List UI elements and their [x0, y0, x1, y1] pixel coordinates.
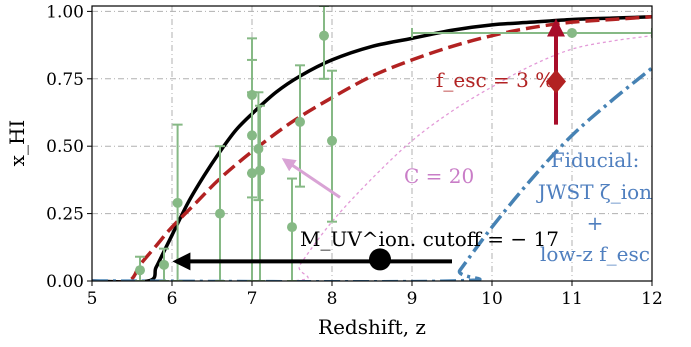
x-tick-label: 10 — [481, 289, 503, 309]
muv-label: M_UV^ion. cutoff = − 17 — [300, 227, 559, 251]
observation-point — [319, 6, 329, 80]
data-point — [287, 222, 297, 233]
fiducial-line1: Fiducial: — [551, 148, 640, 172]
data-point — [319, 30, 329, 41]
x-tick-label: 5 — [87, 289, 98, 309]
clumping-label: C = 20 — [404, 164, 474, 188]
model-curve-solid — [92, 15, 652, 281]
fesc-label: f_esc = 3 % — [436, 68, 554, 92]
fesc-marker — [546, 69, 566, 94]
data-point — [567, 27, 577, 38]
x-axis-label: Redshift, z — [318, 315, 426, 339]
fiducial-line2: JWST ζ_ion — [536, 180, 652, 204]
y-ticks: 0.00 0.25 0.50 0.75 1.00 — [46, 2, 92, 292]
observation-point — [411, 27, 652, 38]
x-ticks: 5 6 7 8 9 10 11 12 — [87, 281, 663, 309]
observation-point — [159, 247, 169, 281]
y-tick-label: 0.75 — [46, 70, 84, 90]
model-curve-fesc — [92, 15, 652, 281]
fiducial-line4: low-z f_esc — [540, 242, 650, 266]
data-point — [159, 259, 169, 270]
clumping-arrow — [281, 158, 341, 199]
observation-point — [215, 145, 225, 281]
observation-point — [135, 255, 145, 281]
y-axis-label: x_HI — [5, 120, 29, 167]
x-tick-label: 6 — [167, 289, 178, 309]
data-point — [135, 265, 145, 276]
observation-point — [172, 123, 183, 281]
data-point — [253, 143, 264, 154]
plot-frame — [91, 5, 653, 282]
data-point — [295, 116, 305, 127]
data-point — [327, 135, 337, 146]
model-curves — [92, 15, 652, 281]
observation-point — [255, 104, 265, 281]
x-tick-label: 9 — [407, 289, 418, 309]
data-point — [255, 165, 265, 176]
observation-points — [135, 6, 652, 281]
annotations: M_UV^ion. cutoff = − 17 f_esc = 3 % C = … — [172, 18, 652, 271]
x-tick-label: 8 — [327, 289, 338, 309]
x-tick-label: 7 — [247, 289, 258, 309]
data-point — [172, 197, 183, 208]
observation-point — [287, 177, 297, 281]
model-curve-clumping — [92, 35, 652, 281]
y-tick-label: 0.00 — [46, 272, 84, 292]
x-tick-label: 12 — [641, 289, 663, 309]
observation-point — [327, 69, 337, 223]
data-point — [215, 208, 225, 219]
data-point — [247, 168, 257, 179]
y-tick-label: 1.00 — [46, 2, 84, 22]
y-tick-label: 0.50 — [46, 137, 84, 157]
x-tick-label: 11 — [561, 289, 583, 309]
fiducial-line3: + — [587, 211, 604, 235]
model-curve-fiducial — [92, 66, 652, 281]
observation-point — [247, 91, 257, 281]
observation-point — [253, 91, 264, 202]
fiducial-label: Fiducial: JWST ζ_ion + low-z f_esc — [536, 148, 652, 266]
observation-point — [295, 64, 305, 188]
y-tick-label: 0.25 — [46, 205, 84, 225]
muv-dot — [369, 248, 391, 271]
